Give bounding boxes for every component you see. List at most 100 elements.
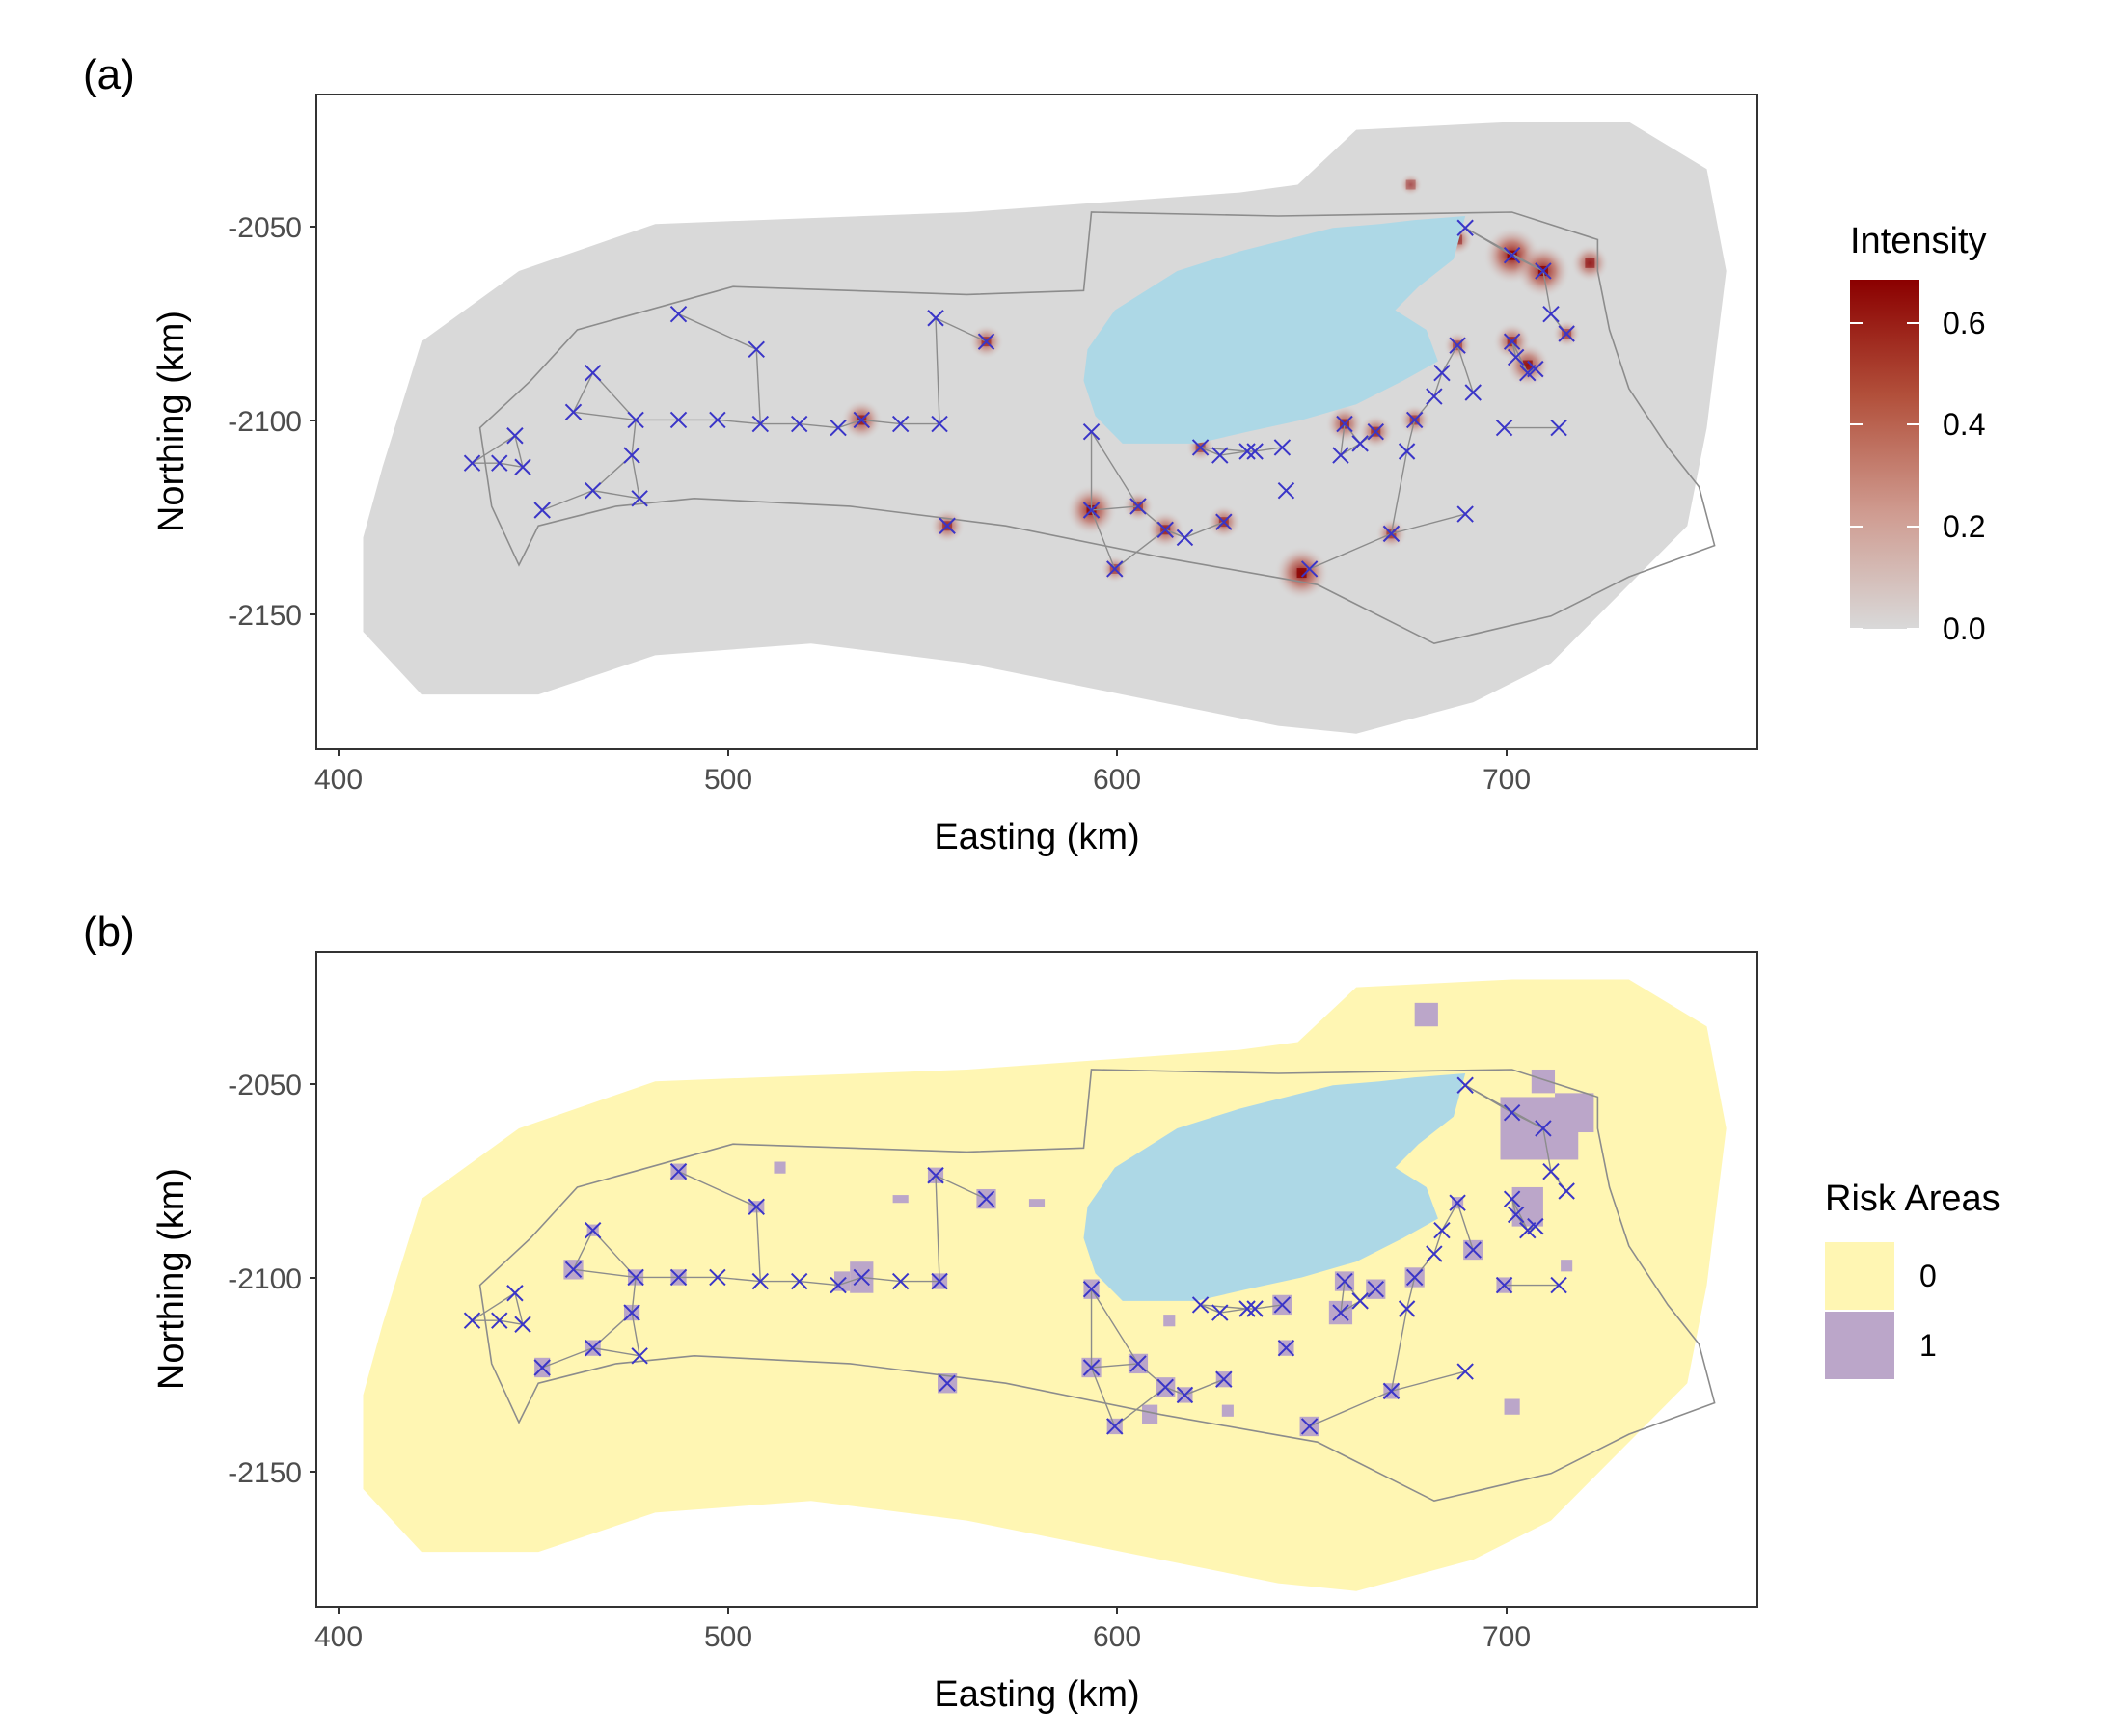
road-segment — [592, 489, 640, 500]
y-tick-label: -2150 — [228, 1457, 302, 1489]
observation-marker — [830, 419, 847, 437]
road-segment — [799, 422, 839, 429]
risk-cell — [1504, 1398, 1520, 1415]
observation-marker — [1405, 1268, 1424, 1287]
road-segment — [1114, 1386, 1166, 1427]
observation-marker — [939, 517, 956, 534]
x-tick-label: 500 — [704, 764, 752, 796]
observation-marker — [1215, 1370, 1233, 1388]
risk-cell — [1221, 1404, 1234, 1417]
observation-marker — [1535, 1120, 1552, 1137]
road-segment — [1340, 1281, 1346, 1314]
road-segment — [1456, 1202, 1474, 1251]
observation-marker — [1503, 1190, 1521, 1207]
road-segment — [631, 1277, 637, 1314]
road-segment — [678, 1171, 757, 1207]
observation-marker — [1382, 1382, 1401, 1400]
road-segment — [837, 419, 862, 429]
observation-marker — [669, 305, 688, 323]
road-segment — [1542, 270, 1552, 314]
road-segment — [1391, 1370, 1466, 1393]
observation-marker — [1558, 1182, 1575, 1200]
legend-label: 0 — [1919, 1259, 1937, 1293]
risk-cell — [774, 1161, 786, 1174]
panel-b: (b) 400 500 600 700 Easting (km) -2050 — [83, 909, 2000, 1715]
road-segment — [1405, 420, 1416, 452]
legend-label: 0.2 — [1943, 509, 1985, 544]
road-segment — [1200, 447, 1248, 452]
observation-marker — [1527, 1217, 1544, 1235]
road-segment — [1511, 1112, 1544, 1129]
observation-marker — [1191, 439, 1210, 456]
road-segment — [1456, 344, 1474, 393]
road-segment — [755, 1207, 762, 1282]
observation-marker — [939, 1374, 956, 1392]
road-segment — [799, 1280, 839, 1287]
road-segment — [935, 317, 987, 342]
observation-marker — [669, 1162, 688, 1180]
observation-marker — [1156, 1378, 1174, 1397]
observation-marker — [1507, 348, 1525, 366]
road-segment — [1510, 340, 1529, 373]
observation-marker — [1503, 333, 1521, 350]
observation-marker — [1398, 1300, 1416, 1317]
observation-marker — [1129, 1355, 1147, 1372]
observation-marker — [1542, 305, 1560, 323]
legend-swatch-no-risk — [1825, 1242, 1894, 1310]
road-segment — [1405, 1277, 1416, 1310]
lake-a — [1083, 216, 1466, 444]
observation-marker — [977, 1190, 995, 1207]
observation-marker — [623, 1304, 640, 1321]
road-segment — [1090, 431, 1139, 507]
observation-points-b — [463, 1076, 1575, 1435]
road-segment — [631, 420, 637, 456]
observation-marker — [1519, 1221, 1537, 1239]
road-segment — [541, 1346, 593, 1369]
road-segment — [1090, 1288, 1139, 1365]
y-tick-label: -2150 — [228, 600, 302, 632]
intensity-colorbar — [1850, 280, 1919, 629]
observation-marker — [1082, 1280, 1101, 1298]
observation-marker — [1535, 262, 1552, 280]
road-segment — [1511, 255, 1544, 272]
y-axis-title: Northing (km) — [151, 311, 192, 532]
observation-marker — [1367, 1280, 1384, 1298]
intensity-cell — [1585, 258, 1595, 268]
road-segment — [935, 317, 940, 424]
observation-marker — [1129, 498, 1147, 515]
road-segment — [631, 454, 640, 499]
risk-cell — [1531, 1069, 1556, 1094]
observation-marker — [853, 1268, 871, 1287]
y-tick-label: -2050 — [228, 212, 302, 244]
road-segment — [1255, 1304, 1283, 1310]
intensity-cell — [1405, 179, 1416, 190]
observation-marker — [1082, 422, 1101, 441]
road-segment — [499, 1319, 524, 1325]
observation-marker — [1273, 439, 1292, 456]
risk-cell — [1028, 1199, 1046, 1207]
x-axis-title: Easting (km) — [934, 1674, 1139, 1715]
observation-marker — [1332, 447, 1349, 464]
panel-a-label: (a) — [83, 51, 135, 98]
road-network-b — [472, 1084, 1567, 1427]
observation-marker — [1464, 384, 1482, 401]
road-segment — [1200, 1304, 1248, 1310]
lake-b — [1083, 1073, 1466, 1301]
x-axis-a: 400 500 600 700 Easting (km) — [314, 749, 1531, 857]
observation-marker — [1507, 1206, 1525, 1224]
observation-marker — [1106, 560, 1124, 578]
observation-marker — [709, 411, 726, 429]
road-segment — [837, 1276, 862, 1287]
legend-label: 0.6 — [1943, 306, 1985, 340]
observation-marker — [1211, 447, 1229, 464]
road-segment — [572, 1230, 594, 1270]
observation-marker — [891, 1272, 910, 1290]
observation-marker — [1176, 529, 1194, 547]
road-segment — [1164, 1386, 1185, 1397]
road-segment — [1114, 529, 1166, 570]
road-segment — [1255, 447, 1283, 452]
road-segment — [1433, 372, 1443, 397]
observation-marker — [1503, 246, 1521, 264]
risk-cell — [1142, 1404, 1158, 1424]
intensity-hotspot — [1399, 173, 1423, 197]
